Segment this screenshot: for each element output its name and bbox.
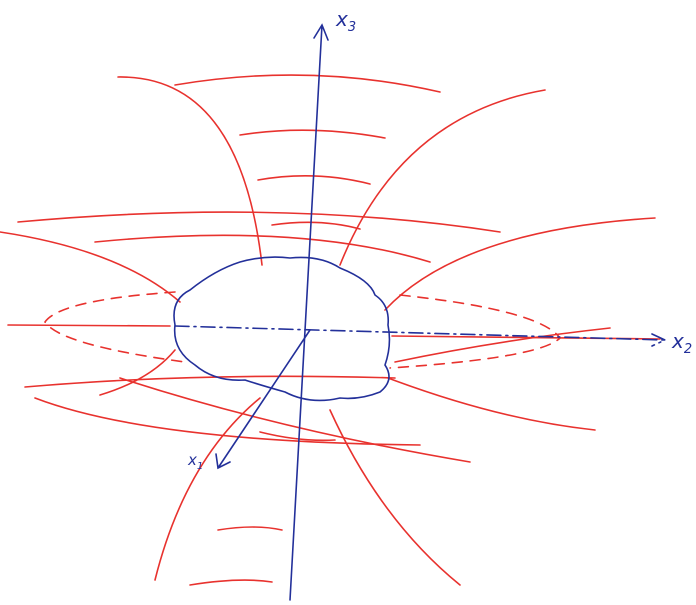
field-line xyxy=(94,234,431,263)
field-line xyxy=(7,324,171,327)
field-line xyxy=(17,211,501,233)
field-line xyxy=(44,291,186,363)
axis-letter: x xyxy=(335,7,348,31)
axis-label: x3 xyxy=(335,7,356,35)
field-lines xyxy=(0,74,661,586)
axis-label: x1 xyxy=(187,451,203,472)
x1-axis xyxy=(215,329,311,470)
field-line xyxy=(391,335,661,340)
axis-label: x2 xyxy=(671,329,692,357)
field-line xyxy=(0,231,181,303)
axes xyxy=(173,23,667,601)
field-line xyxy=(389,294,562,369)
field-line xyxy=(257,175,371,185)
field-line xyxy=(217,526,283,531)
field-line xyxy=(189,579,273,586)
axis-letter: x xyxy=(187,451,197,469)
body xyxy=(173,256,391,402)
x2-axis xyxy=(174,325,667,347)
axis-index: 1 xyxy=(197,461,203,472)
x3-axis xyxy=(289,23,329,601)
field-line xyxy=(387,377,596,431)
axis-index: 3 xyxy=(348,20,356,35)
axis-index: 2 xyxy=(684,342,692,357)
field-line xyxy=(119,377,471,463)
field-line xyxy=(239,129,386,139)
field-line xyxy=(154,397,261,581)
field-line xyxy=(174,74,441,93)
field-line xyxy=(34,397,421,446)
field-line xyxy=(394,327,611,363)
axis-letter: x xyxy=(671,329,684,353)
field-line xyxy=(117,76,263,266)
field-line xyxy=(329,409,461,586)
field-line xyxy=(271,221,361,230)
field-line xyxy=(99,349,176,396)
field-line xyxy=(384,217,656,311)
field-line xyxy=(339,89,546,266)
field-line xyxy=(24,375,396,388)
